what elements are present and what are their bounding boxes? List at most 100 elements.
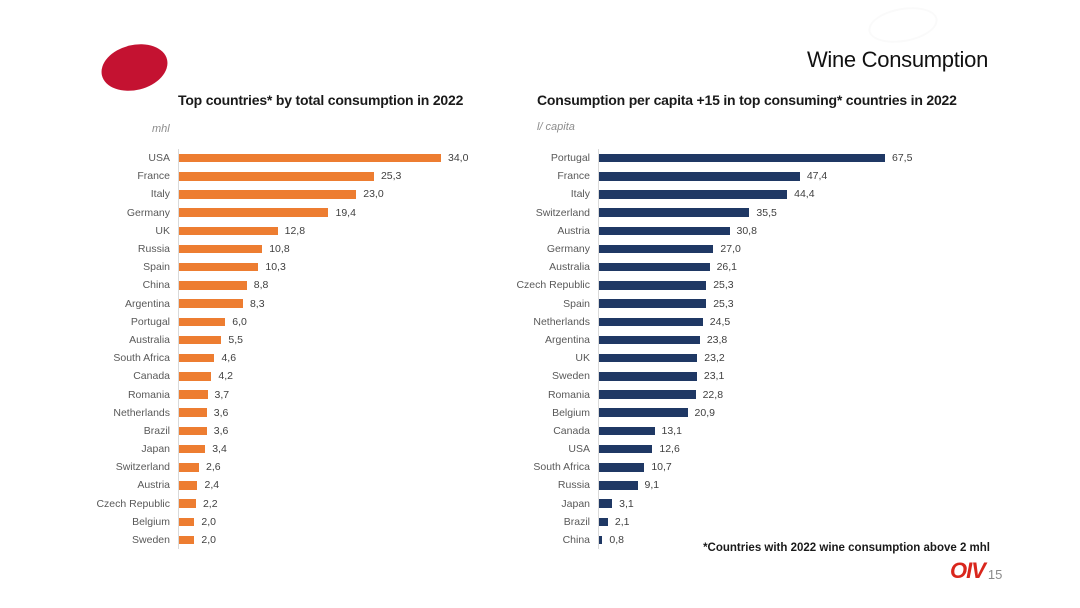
bar	[179, 281, 247, 290]
value-label: 26,1	[716, 261, 738, 274]
value-label: 3,1	[619, 497, 634, 510]
bar	[599, 299, 707, 308]
bar-row: Russia 10,8	[88, 239, 490, 259]
value-label: 5,5	[228, 333, 243, 346]
country-label: Czech Republic	[96, 497, 170, 510]
country-label: Australia	[549, 261, 590, 274]
bar-row: Austria 30,8	[506, 221, 946, 240]
value-label: 6,0	[232, 315, 247, 328]
country-label: Sweden	[552, 370, 590, 383]
bar-row: China 0,8	[506, 530, 946, 550]
country-label: Portugal	[550, 152, 590, 165]
bar	[599, 535, 603, 545]
value-label: 3,4	[212, 443, 227, 456]
bar-track: 20,9	[598, 403, 946, 422]
bar-track: 35,5	[598, 203, 946, 222]
value-label: 2,0	[201, 515, 217, 528]
value-label: 25,3	[713, 279, 734, 292]
country-label: France	[137, 170, 170, 183]
bar-track: 10,7	[598, 458, 946, 477]
value-label: 2,1	[614, 515, 630, 528]
bar-track: 30,8	[598, 221, 946, 240]
bar-row: Brazil 3,6	[88, 421, 490, 440]
bar	[179, 335, 222, 345]
bar	[599, 317, 703, 327]
value-label: 2,0	[201, 534, 217, 547]
bar-row: China 8,8	[88, 276, 490, 295]
bar-row: UK 23,2	[506, 349, 946, 368]
bar	[599, 499, 613, 508]
bar-row: USA 34,0	[88, 149, 490, 168]
country-label: USA	[568, 443, 590, 456]
bar	[179, 481, 198, 490]
country-label: France	[557, 170, 590, 183]
value-label: 10,7	[651, 461, 672, 474]
bar	[599, 481, 638, 490]
bar-row: France 47,4	[506, 167, 946, 186]
bar-row: Belgium 2,0	[88, 512, 490, 531]
country-label: Brazil	[563, 515, 590, 528]
bar-track: 3,6	[178, 403, 490, 422]
bar-row: Australia 26,1	[506, 258, 946, 277]
bar	[599, 226, 730, 236]
bar	[179, 499, 196, 508]
bar	[599, 153, 885, 163]
bar-track: 10,8	[178, 239, 490, 259]
country-label: Argentina	[125, 297, 170, 310]
bar-row: Italy 23,0	[88, 185, 490, 204]
right-chart-unit-label: l/ capita	[537, 121, 575, 133]
bar-track: 2,6	[178, 458, 490, 477]
country-label: China	[562, 534, 590, 547]
bar-track: 23,8	[598, 330, 946, 350]
left-chart-title: Top countries* by total consumption in 2…	[178, 92, 464, 108]
bar	[179, 353, 215, 363]
country-label: Russia	[557, 479, 590, 492]
country-label: Belgium	[552, 406, 590, 419]
value-label: 12,6	[659, 443, 680, 456]
bar-row: South Africa 4,6	[88, 349, 490, 368]
bar-track: 9,1	[598, 476, 946, 495]
per-capita-chart: Portugal 67,5 France 47,4 Italy 44,4 Switzerla…	[506, 149, 946, 550]
value-label: 4,2	[218, 370, 233, 383]
bar-track: 26,1	[598, 258, 946, 277]
bar-row: Japan 3,1	[506, 494, 946, 513]
bar-row: Switzerland 35,5	[506, 203, 946, 222]
value-label: 23,1	[703, 370, 725, 383]
bar-track: 25,3	[598, 294, 946, 313]
bar	[179, 262, 259, 272]
bar-track: 3,4	[178, 440, 490, 459]
bar-row: Canada 4,2	[88, 367, 490, 386]
country-label: Germany	[546, 243, 590, 256]
bar	[599, 353, 698, 363]
bar	[179, 299, 243, 308]
country-label: Austria	[137, 479, 170, 492]
bar-track: 5,5	[178, 330, 490, 350]
country-label: China	[142, 279, 170, 292]
bar	[179, 517, 195, 527]
bar-row: Russia 9,1	[506, 476, 946, 495]
bar-track: 22,8	[598, 385, 946, 404]
country-label: Romania	[547, 388, 590, 401]
bar-row: South Africa 10,7	[506, 458, 946, 477]
bar-track: 3,1	[598, 494, 946, 513]
country-label: Czech Republic	[516, 279, 590, 292]
country-label: Italy	[570, 188, 590, 201]
bar-row: Netherlands 3,6	[88, 403, 490, 422]
bar-track: 19,4	[178, 203, 490, 222]
bar-row: Argentina 8,3	[88, 294, 490, 313]
country-label: Italy	[150, 188, 170, 201]
value-label: 23,0	[363, 188, 384, 201]
bar	[599, 281, 707, 290]
bar-row: Argentina 23,8	[506, 330, 946, 350]
value-label: 19,4	[335, 206, 356, 219]
bar	[599, 244, 714, 254]
bar-row: Italy 44,4	[506, 185, 946, 204]
bar	[599, 517, 608, 527]
bar-track: 34,0	[178, 149, 490, 168]
bar-track: 4,2	[178, 367, 490, 386]
bar-track: 6,0	[178, 312, 490, 331]
bar	[599, 190, 788, 199]
country-label: Germany	[126, 206, 170, 219]
value-label: 8,3	[249, 297, 265, 310]
